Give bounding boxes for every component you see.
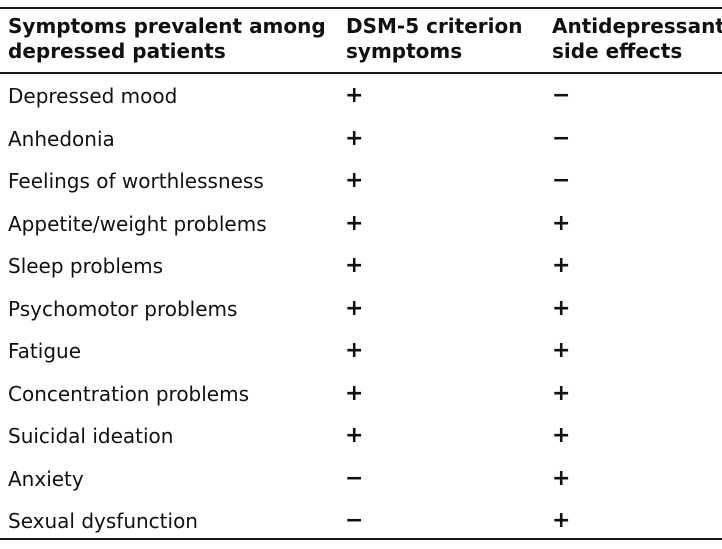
header-dsm5-line-1: DSM-5 criterion: [346, 14, 523, 38]
header-symptoms: Symptoms prevalent among depressed patie…: [8, 14, 326, 64]
table-row: Concentration problems + +: [0, 373, 722, 417]
header-side-effects-line-1: Antidepressant: [552, 14, 722, 38]
symptom-cell: Appetite/weight problems: [8, 211, 267, 236]
dsm5-mark-cell: +: [345, 125, 364, 151]
table-row: Depressed mood + −: [0, 75, 722, 119]
symptom-cell: Depressed mood: [8, 84, 178, 108]
dsm5-mark-cell: +: [345, 338, 364, 363]
dsm5-mark-cell: +: [345, 253, 364, 278]
dsm5-mark-cell: −: [345, 465, 364, 491]
table-row: Anxiety − +: [0, 458, 722, 502]
table-row: Sleep problems + +: [0, 245, 722, 289]
table-row: Sexual dysfunction − +: [0, 500, 722, 544]
dsm5-mark-cell: −: [345, 508, 364, 533]
dsm5-mark-cell: +: [345, 83, 364, 108]
side-effect-mark-cell: +: [552, 380, 571, 406]
side-effect-mark-cell: +: [552, 253, 571, 278]
side-effect-mark-cell: −: [552, 83, 571, 108]
symptom-cell: Psychomotor problems: [8, 296, 238, 321]
symptom-cell: Concentration problems: [8, 381, 250, 406]
dsm5-mark-cell: +: [345, 423, 364, 448]
header-side-effects: Antidepressant side effects: [552, 14, 722, 64]
header-side-effects-line-2: side effects: [552, 39, 683, 63]
header-dsm5: DSM-5 criterion symptoms: [346, 14, 522, 64]
table-row: Fatigue + +: [0, 330, 722, 374]
dsm5-mark-cell: +: [345, 168, 364, 193]
side-effect-mark-cell: −: [552, 168, 571, 193]
dsm5-mark-cell: +: [345, 295, 364, 321]
table-row: Psychomotor problems + +: [0, 288, 722, 332]
table-row: Appetite/weight problems + +: [0, 203, 722, 247]
side-effect-mark-cell: +: [552, 295, 571, 321]
symptom-cell: Suicidal ideation: [8, 424, 174, 448]
header-dsm5-line-2: symptoms: [346, 39, 463, 63]
side-effect-mark-cell: −: [552, 125, 571, 151]
header-divider-rule: [0, 72, 722, 74]
table-row: Anhedonia + −: [0, 118, 722, 162]
side-effect-mark-cell: +: [552, 210, 571, 236]
symptom-cell: Anhedonia: [8, 126, 115, 151]
dsm5-mark-cell: +: [345, 380, 364, 406]
symptom-cell: Feelings of worthlessness: [8, 169, 264, 193]
table-row: Suicidal ideation + +: [0, 415, 722, 459]
side-effect-mark-cell: +: [552, 423, 571, 448]
side-effect-mark-cell: +: [552, 508, 571, 533]
symptom-cell: Sexual dysfunction: [8, 509, 198, 533]
symptom-cell: Anxiety: [8, 466, 84, 491]
header-symptoms-line-2: depressed patients: [8, 39, 226, 63]
table-row: Feelings of worthlessness + −: [0, 160, 722, 204]
symptom-cell: Fatigue: [8, 339, 81, 363]
symptom-cell: Sleep problems: [8, 254, 164, 278]
header-symptoms-line-1: Symptoms prevalent among: [8, 14, 326, 38]
side-effect-mark-cell: +: [552, 465, 571, 491]
side-effect-mark-cell: +: [552, 338, 571, 363]
table-top-rule: [0, 7, 722, 9]
table-bottom-rule: [0, 538, 722, 540]
dsm5-mark-cell: +: [345, 210, 364, 236]
